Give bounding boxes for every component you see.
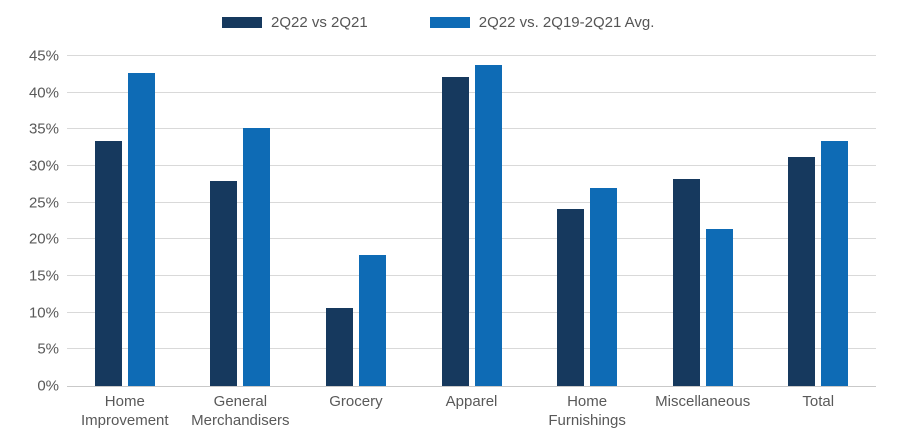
y-tick-label: 35% xyxy=(28,120,59,138)
bar xyxy=(557,208,585,386)
bar xyxy=(94,141,122,386)
bar-group xyxy=(183,56,299,386)
y-axis: 0% 5% 10% 15% 20% 25% 30% 35% 40% 45% xyxy=(0,49,59,394)
chart-legend: 2Q22 vs 2Q21 2Q22 vs. 2Q19-2Q21 Avg. xyxy=(222,14,654,31)
gridline xyxy=(67,128,876,130)
legend-item-dark-series: 2Q22 vs 2Q21 xyxy=(222,14,368,31)
x-category-label: General Merchandisers xyxy=(191,393,290,429)
bar-group xyxy=(760,56,876,386)
y-tick-label: 10% xyxy=(28,304,59,322)
bar-group xyxy=(298,56,414,386)
x-axis-baseline xyxy=(67,386,876,387)
legend-label-dark: 2Q22 vs 2Q21 xyxy=(271,14,368,31)
x-category-label: Total xyxy=(802,393,835,410)
bar-group xyxy=(645,56,761,386)
bar xyxy=(243,127,271,386)
gridline xyxy=(67,348,876,350)
bar xyxy=(325,307,353,386)
legend-swatch-light-icon xyxy=(429,17,470,28)
y-tick-label: 45% xyxy=(28,47,59,65)
bar xyxy=(127,72,155,386)
gridline xyxy=(67,311,876,313)
plot-area xyxy=(67,55,876,387)
gridline xyxy=(67,165,876,166)
y-tick-label: 40% xyxy=(28,84,59,102)
x-category-label: Home Improvement xyxy=(81,393,169,429)
bar xyxy=(210,181,238,386)
x-axis: Home Improvement General Merchandisers Gro… xyxy=(67,393,876,431)
y-tick-label: 0% xyxy=(37,377,59,395)
legend-item-light-series: 2Q22 vs. 2Q19-2Q21 Avg. xyxy=(429,14,655,31)
bar xyxy=(821,141,849,386)
legend-swatch-dark-icon xyxy=(222,17,262,28)
x-category-label: Grocery xyxy=(329,393,383,410)
gridline xyxy=(67,201,876,203)
x-category-label: Miscellaneous xyxy=(655,393,751,410)
y-tick-label: 20% xyxy=(28,230,59,248)
bar xyxy=(474,64,502,386)
bar-groups xyxy=(67,56,876,386)
bar xyxy=(358,254,386,386)
bar xyxy=(441,76,469,386)
bar xyxy=(672,179,700,386)
gridline xyxy=(67,55,876,56)
x-category-label: Apparel xyxy=(445,393,498,410)
bar xyxy=(705,229,733,386)
gridline xyxy=(67,238,876,240)
bar-group xyxy=(414,56,530,386)
bar xyxy=(788,157,816,386)
gridline xyxy=(67,275,876,276)
bar xyxy=(590,188,618,386)
y-tick-label: 30% xyxy=(28,157,59,175)
x-category-label: Home Furnishings xyxy=(548,393,626,429)
y-tick-label: 25% xyxy=(28,194,59,212)
bar-group xyxy=(529,56,645,386)
gridline xyxy=(67,91,876,93)
y-tick-label: 15% xyxy=(28,267,59,285)
y-tick-label: 5% xyxy=(37,340,59,358)
legend-label-light: 2Q22 vs. 2Q19-2Q21 Avg. xyxy=(478,14,655,31)
bar-group xyxy=(67,56,183,386)
